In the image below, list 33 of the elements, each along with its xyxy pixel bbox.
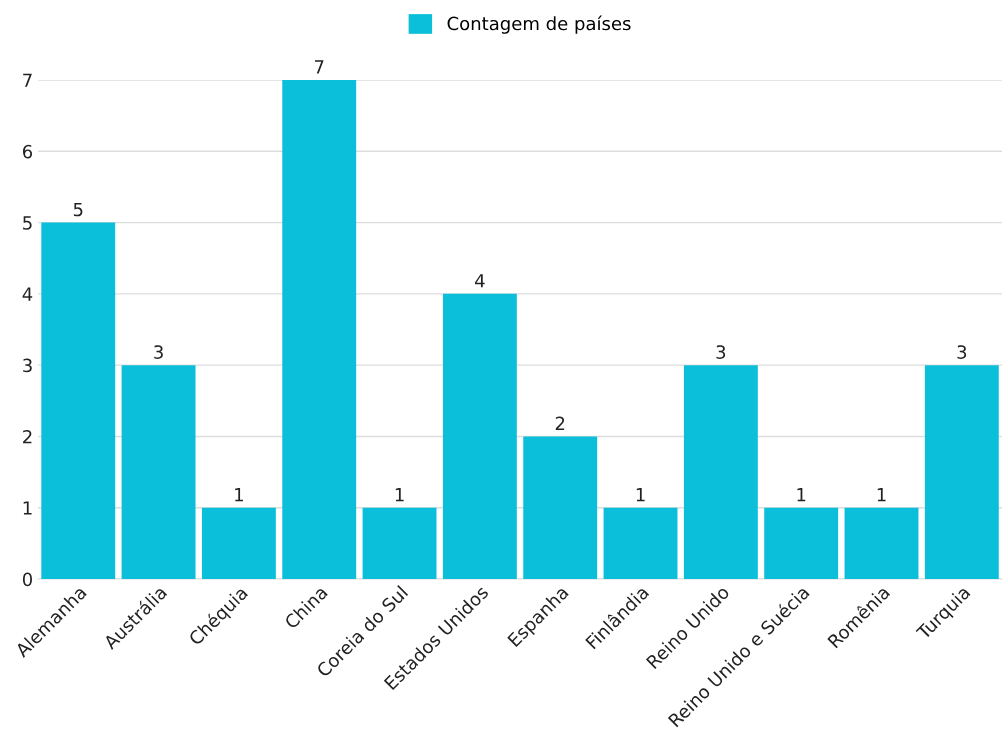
data-label: 1 (395, 488, 404, 502)
bar (924, 365, 999, 580)
bar (603, 507, 678, 580)
y-tick-label: 2 (23, 429, 32, 444)
legend-label: Contagem de países (447, 15, 631, 34)
y-tick-label: 7 (23, 73, 32, 87)
data-label: 3 (716, 345, 726, 359)
data-label: 4 (475, 274, 485, 288)
bar (523, 436, 598, 580)
bar (121, 365, 196, 580)
y-tick-label: 1 (23, 501, 32, 515)
data-label: 1 (877, 488, 886, 502)
y-tick-label: 3 (23, 358, 32, 373)
data-label: 2 (555, 416, 565, 430)
y-tick-label: 0 (22, 572, 33, 587)
y-tick-label: 4 (22, 287, 33, 301)
bar (442, 293, 517, 580)
data-label: 1 (797, 488, 806, 502)
bar (844, 507, 919, 580)
data-label: 3 (957, 345, 967, 359)
bar (282, 80, 357, 580)
y-tick-label: 6 (22, 144, 33, 159)
data-label: 5 (73, 202, 83, 217)
bar (683, 365, 758, 580)
bar (41, 222, 116, 580)
data-label: 1 (636, 488, 645, 502)
y-tick-label: 5 (23, 216, 32, 230)
bar (201, 507, 276, 580)
data-label: 7 (314, 60, 324, 74)
bar (764, 507, 839, 580)
data-label: 3 (154, 345, 163, 359)
data-label: 1 (235, 488, 243, 502)
bar (362, 507, 437, 580)
